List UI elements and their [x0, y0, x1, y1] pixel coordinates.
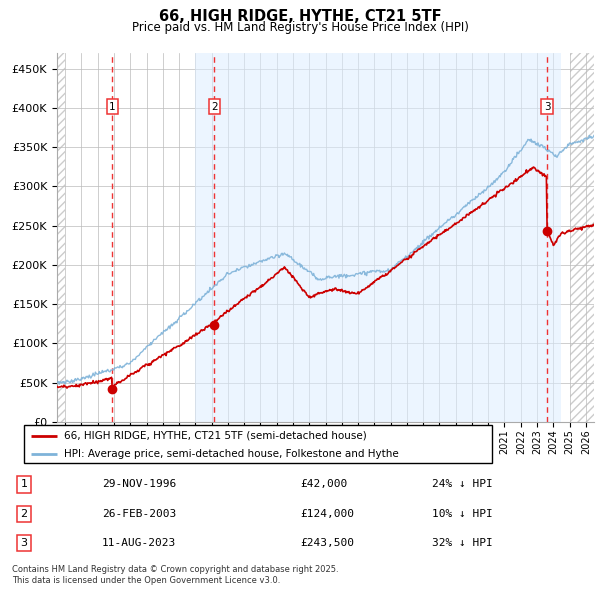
Text: £42,000: £42,000 — [300, 480, 347, 489]
Text: 2: 2 — [20, 509, 28, 519]
Text: 3: 3 — [544, 101, 550, 112]
Text: 66, HIGH RIDGE, HYTHE, CT21 5TF: 66, HIGH RIDGE, HYTHE, CT21 5TF — [158, 9, 442, 24]
Text: 3: 3 — [20, 538, 28, 548]
Text: 10% ↓ HPI: 10% ↓ HPI — [432, 509, 493, 519]
Text: Price paid vs. HM Land Registry's House Price Index (HPI): Price paid vs. HM Land Registry's House … — [131, 21, 469, 34]
Text: £243,500: £243,500 — [300, 538, 354, 548]
Bar — [196, 53, 562, 422]
Text: 32% ↓ HPI: 32% ↓ HPI — [432, 538, 493, 548]
Text: Contains HM Land Registry data © Crown copyright and database right 2025.: Contains HM Land Registry data © Crown c… — [12, 565, 338, 574]
Text: This data is licensed under the Open Government Licence v3.0.: This data is licensed under the Open Gov… — [12, 576, 280, 585]
Text: 26-FEB-2003: 26-FEB-2003 — [102, 509, 176, 519]
Text: 66, HIGH RIDGE, HYTHE, CT21 5TF (semi-detached house): 66, HIGH RIDGE, HYTHE, CT21 5TF (semi-de… — [64, 431, 367, 441]
Text: 1: 1 — [20, 480, 28, 489]
Text: 11-AUG-2023: 11-AUG-2023 — [102, 538, 176, 548]
Text: £124,000: £124,000 — [300, 509, 354, 519]
FancyBboxPatch shape — [24, 425, 492, 463]
Text: 24% ↓ HPI: 24% ↓ HPI — [432, 480, 493, 489]
Text: HPI: Average price, semi-detached house, Folkestone and Hythe: HPI: Average price, semi-detached house,… — [64, 448, 398, 458]
Text: 1: 1 — [109, 101, 116, 112]
Text: 2: 2 — [211, 101, 218, 112]
Text: 29-NOV-1996: 29-NOV-1996 — [102, 480, 176, 489]
